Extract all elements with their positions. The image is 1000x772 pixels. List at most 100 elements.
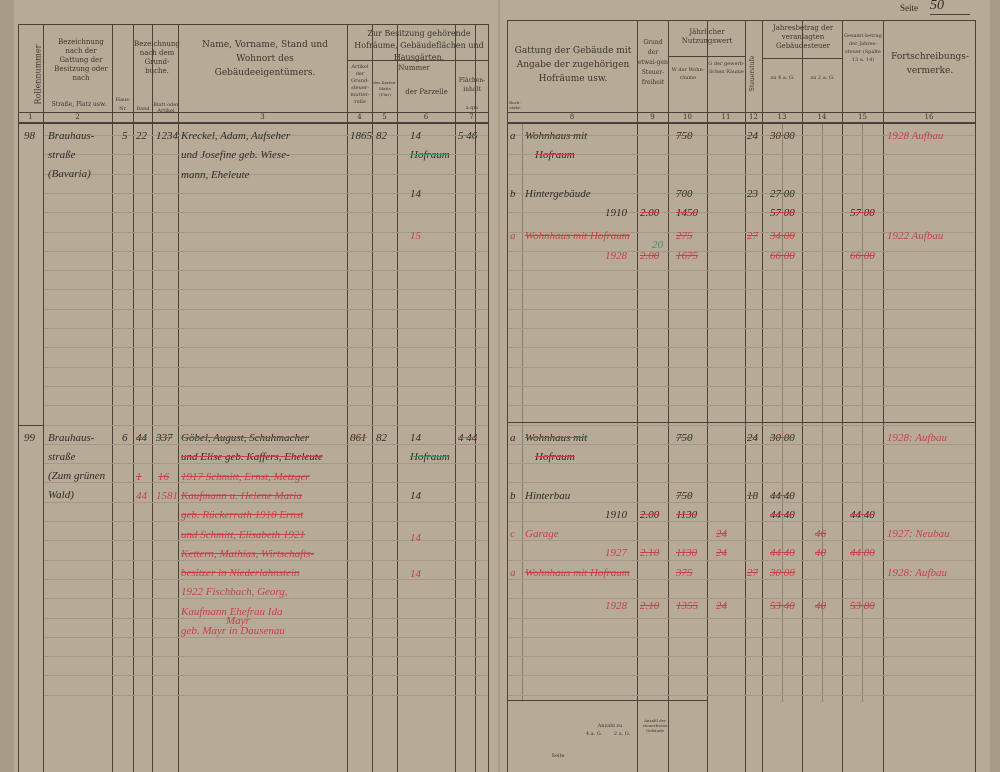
header-bottom-line [18,112,489,113]
change-year: 1928 [605,600,627,612]
footer-anzahl: Anzahl zu [597,723,623,729]
header-steuerfreiheit: Grund der etwai-gen Steuer-freiheit [638,39,668,86]
header-fortschreibung: Fortschreibungs-vermerke. [891,52,969,76]
ruled-line [508,135,975,136]
column-number: 9 [650,113,655,121]
column-line [152,24,153,772]
column-number: 8 [569,113,575,121]
header-eigentuemer: Name, Vorname, Stand und Wohnort des Geb… [202,40,328,78]
parzelle-number: 14 [410,532,421,544]
ruled-line [508,192,975,194]
tax-exempt-note: 20 [652,239,663,251]
grundbuch-band: 44 [136,432,147,444]
roll-number: 99 [24,432,35,444]
update-note: 1927: Neubau [887,528,950,540]
owner-line: mann, Eheleute [181,168,250,181]
tax-level: 18 [747,490,758,502]
value-w: 750 [676,490,693,502]
header-flaeche: Flächen-inhalt [458,77,486,93]
tax-2ag: 40 [815,547,826,559]
ruled-line [508,385,975,387]
column-line [372,24,373,772]
street-line: Brauhaus- [48,130,95,142]
value-g: 24 [716,547,727,559]
change-year: 1927 [605,547,627,559]
value-w: 1450 [676,207,698,219]
ruled-line [44,328,488,329]
ruled-line [508,598,975,600]
ruled-line [508,212,975,214]
sub-column-line [782,122,783,702]
owner-line: und Elise geb. Kaffers, Eheleute [181,451,323,464]
ruled-line [44,135,488,136]
ruled-line [44,617,488,619]
column-number: 11 [721,113,731,121]
subheader-line [669,56,745,57]
ruled-line [508,443,975,445]
ruled-line [44,521,488,522]
column-line [133,24,134,772]
ruled-line [508,424,975,426]
flaeche: 4 44 [458,432,478,444]
ruled-line [44,578,488,580]
update-note: 1928: Aufbau [887,432,947,444]
ruled-line [44,482,488,484]
column-line [178,24,179,772]
change-year: 1928 [605,250,627,262]
column-line [397,24,398,772]
update-note: 1928 Aufbau [887,130,944,142]
building-type: Hofraum [535,451,575,463]
owner-line: besitzer in Niederlahnstein [181,567,300,580]
footer-line [507,700,707,701]
column-line [488,24,489,772]
tax-total: 57 00 [850,207,875,219]
street-line: straße [48,149,76,161]
owner-line: Kettern, Mathias, Wirtschafts- [181,547,315,560]
page-number: 50 [930,0,970,15]
value-g: 24 [716,600,727,612]
header-artikel: Artikel der Grund-steuer-mutter-rolle [350,64,370,105]
header-2ag: zu 2 a. G. [810,75,835,81]
column-line [975,20,976,772]
ruled-line [508,559,975,561]
house-number: 5 [122,130,128,142]
ruled-line [508,250,975,252]
owner-insertion: Mayr [226,615,250,627]
roll-number: 98 [24,130,35,142]
tax-total: 44 40 [850,509,875,521]
header-bezeichnung: Bezeichnung nach der Gattung der Besitzu… [54,38,108,82]
street-line: Brauhaus- [48,432,95,444]
building-type: Hinterbau [525,490,571,502]
street-line: (Bavaria) [48,168,91,180]
header-parzelle: der Parzelle [405,88,448,96]
entry-separator [507,422,976,423]
header-gattung: Gattung der Gebäude mit Angabe der zugeh… [514,46,632,84]
ruled-line [44,270,488,272]
header-hausnr: Haus-Nr. [115,97,131,112]
ruled-line [508,308,975,310]
ruled-line [508,347,975,349]
tax-4ag: 44 40 [770,547,795,559]
column-number: 16 [924,113,934,121]
column-line [347,24,348,772]
footer-4ag: 4 a. G. [585,731,603,737]
tax-level: 27 [747,567,758,579]
header-kartenblatt: des Karten-blatts (Flur) [373,80,397,97]
column-line [707,20,708,772]
page-label: Seite [900,3,918,13]
value-w: 1130 [676,509,698,521]
ruled-line [508,578,975,580]
header-top-line [507,20,976,21]
sub-column-line [822,122,823,702]
building-letter: a [510,567,516,579]
footer-gebaeude: Anzahl der steuerfreien Gebäude [642,718,668,733]
value-w: 375 [676,567,693,579]
parzelle-number: 15 [410,230,421,242]
flur-number: 82 [376,432,387,444]
owner-line: Göbel, August, Schuhmacher [181,432,310,444]
tax-level: 24 [747,432,758,444]
column-line [18,24,19,772]
ruled-line [508,694,975,696]
ruled-line [44,366,488,368]
tax-level: 27 [747,230,758,242]
